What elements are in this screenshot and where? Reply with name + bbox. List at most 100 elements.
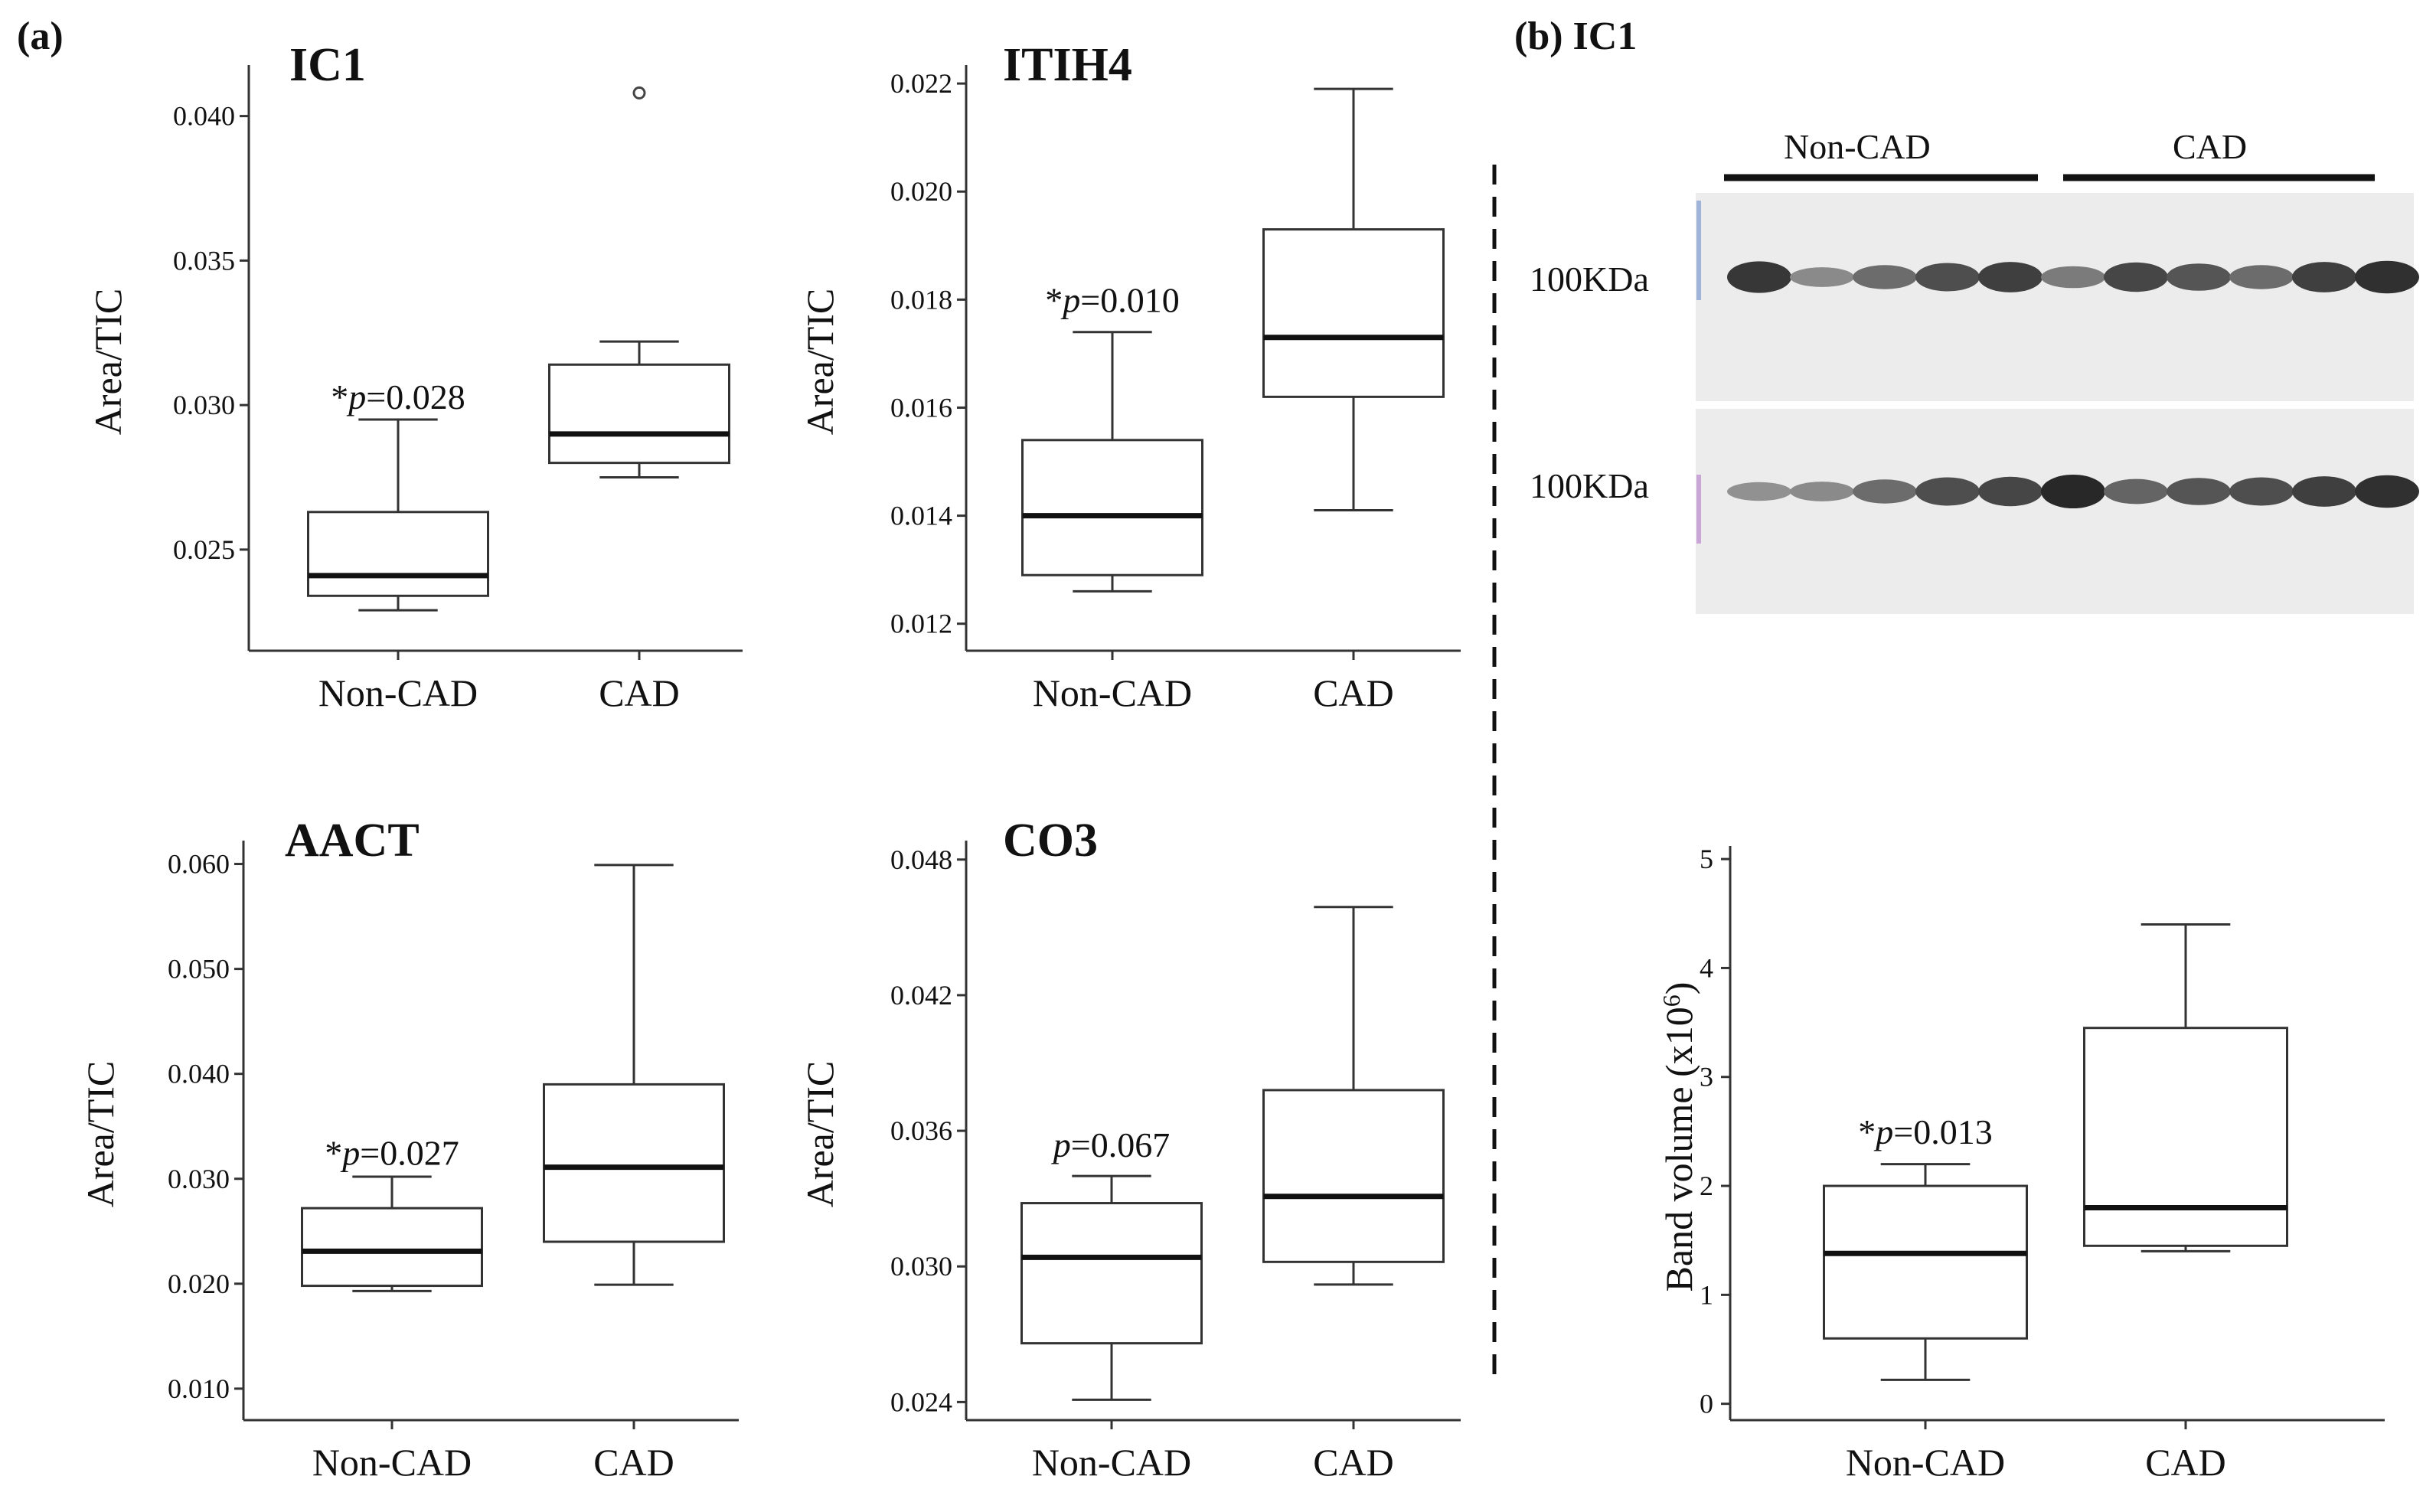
y-tick-label: 3 — [1700, 1062, 1713, 1092]
y-tick-label: 0.048 — [890, 844, 952, 875]
iqr-box — [543, 1083, 725, 1243]
chart-title: AACT — [285, 815, 420, 867]
y-axis-label: Area/TIC — [798, 289, 841, 436]
blot-band — [1727, 261, 1791, 293]
blot-band — [2041, 266, 2105, 289]
blot-band — [2229, 265, 2294, 289]
box-cad — [2083, 923, 2288, 1252]
iqr-box — [1020, 1202, 1203, 1345]
x-tick-label: Non-CAD — [1846, 1441, 2005, 1484]
chart-aact: 0.010 0.020 0.030 0.040 0.050 0.060 Non-CAD CAD… — [79, 815, 739, 1484]
y-tick-label: 4 — [1700, 952, 1713, 983]
x-tick-label: Non-CAD — [312, 1441, 472, 1484]
blot-band — [2292, 262, 2356, 292]
y-tick-label: 0 — [1700, 1389, 1713, 1419]
blot-edge-mark-top — [1696, 201, 1701, 300]
blot-band — [1727, 482, 1791, 501]
p-value-annotation: p=0.067 — [1051, 1125, 1170, 1164]
p-value-annotation: *p=0.028 — [331, 377, 465, 416]
box-cad — [543, 864, 725, 1286]
panel-a-label: (a) — [17, 15, 64, 58]
y-tick-label: 0.036 — [890, 1115, 952, 1146]
y-tick-label: 0.040 — [173, 101, 235, 132]
y-tick-label: 0.030 — [173, 390, 235, 420]
x-tick-label: Non-CAD — [1033, 671, 1192, 714]
p-value-annotation: *p=0.010 — [1045, 280, 1179, 319]
chart-ic1: 0.025 0.030 0.035 0.040 Non-CAD CAD IC1 Area/TI… — [87, 39, 743, 714]
chart-title: CO3 — [1003, 815, 1098, 867]
y-tick-label: 0.060 — [168, 849, 230, 880]
blot-band — [1978, 476, 2043, 507]
chart-title: ITIH4 — [1003, 39, 1132, 91]
box-non-cad — [301, 1175, 483, 1292]
y-tick-label: 0.042 — [890, 980, 952, 1011]
blot-band — [2104, 478, 2168, 505]
iqr-box — [1262, 228, 1445, 398]
y-tick-label: 0.030 — [890, 1251, 952, 1282]
iqr-box — [301, 1207, 483, 1288]
blot-band — [2104, 262, 2168, 292]
blot-band — [1790, 267, 1854, 287]
panel-b-label: (b) IC1 — [1514, 15, 1638, 58]
y-tick-label: 1 — [1700, 1279, 1713, 1310]
outlier-point — [632, 86, 646, 100]
box-plots: 0.025 0.030 0.035 0.040 Non-CAD CAD IC1 Area/TI… — [79, 39, 2385, 1484]
blot-marker-top: 100KDa — [1530, 260, 1649, 299]
box-non-cad — [1020, 1174, 1203, 1401]
chart-itih4: 0.012 0.014 0.016 0.018 0.020 0.022 Non-CAD CAD… — [798, 39, 1461, 714]
iqr-box — [2083, 1027, 2288, 1247]
y-tick-label: 0.035 — [173, 245, 235, 276]
blot-band — [2355, 475, 2419, 508]
y-axis-label: Area/TIC — [79, 1061, 122, 1208]
p-value-annotation: *p=0.013 — [1858, 1112, 1992, 1151]
x-tick-label: CAD — [599, 671, 680, 714]
blot-band — [1915, 263, 1980, 292]
blot-header-cad: CAD — [2173, 127, 2248, 166]
iqr-box — [1262, 1089, 1445, 1263]
blot-band — [2167, 263, 2231, 291]
blot-edge-mark-bottom — [1696, 475, 1701, 544]
blot-band — [1790, 482, 1854, 501]
box-non-cad — [1823, 1163, 2028, 1381]
x-tick-label: CAD — [1313, 671, 1394, 714]
blot-band — [2229, 477, 2294, 506]
blot-image-top — [1696, 193, 2414, 401]
y-tick-label: 0.012 — [890, 609, 952, 639]
iqr-box — [548, 363, 730, 465]
x-tick-label: Non-CAD — [1032, 1441, 1191, 1484]
blot-band — [1915, 477, 1980, 506]
blot-band — [2292, 476, 2356, 507]
blot-band — [2167, 478, 2231, 505]
box-cad — [1262, 906, 1445, 1286]
blot-image-bottom — [1696, 409, 2414, 614]
y-tick-label: 2 — [1700, 1171, 1713, 1201]
blot-bands-top — [1727, 260, 2419, 294]
y-tick-label: 0.030 — [168, 1164, 230, 1194]
blot-band — [1978, 262, 2043, 292]
blot-band — [2041, 475, 2105, 508]
y-tick-label: 0.050 — [168, 954, 230, 985]
y-tick-label: 0.040 — [168, 1059, 230, 1089]
x-tick-label: Non-CAD — [318, 671, 478, 714]
blot-bands-bottom — [1727, 475, 2419, 508]
y-tick-label: 0.024 — [890, 1386, 952, 1417]
x-tick-label: CAD — [2145, 1441, 2226, 1484]
iqr-box — [307, 511, 489, 597]
y-axis-label: Area/TIC — [798, 1061, 841, 1208]
y-tick-label: 5 — [1700, 844, 1713, 874]
box-cad — [1262, 87, 1445, 512]
box-non-cad — [307, 418, 489, 612]
y-tick-label: 0.010 — [168, 1373, 230, 1404]
box-cad — [548, 340, 730, 478]
y-axis-label: Band volume (x106) — [1657, 982, 1700, 1292]
y-tick-label: 0.020 — [168, 1269, 230, 1299]
x-tick-label: CAD — [1313, 1441, 1394, 1484]
p-value-annotation: *p=0.027 — [325, 1133, 459, 1172]
iqr-box — [1021, 439, 1203, 576]
chart-co3: 0.024 0.030 0.036 0.042 0.048 Non-CAD CAD CO3 Ar… — [798, 815, 1461, 1484]
x-tick-label: CAD — [593, 1441, 674, 1484]
y-tick-label: 0.016 — [890, 392, 952, 423]
y-tick-label: 0.014 — [890, 501, 952, 531]
y-tick-label: 0.025 — [173, 534, 235, 565]
chart-ic1_blot: 0 1 2 3 4 5 Non-CAD CAD Band volume (x106) *p=0.0… — [1657, 844, 2385, 1484]
